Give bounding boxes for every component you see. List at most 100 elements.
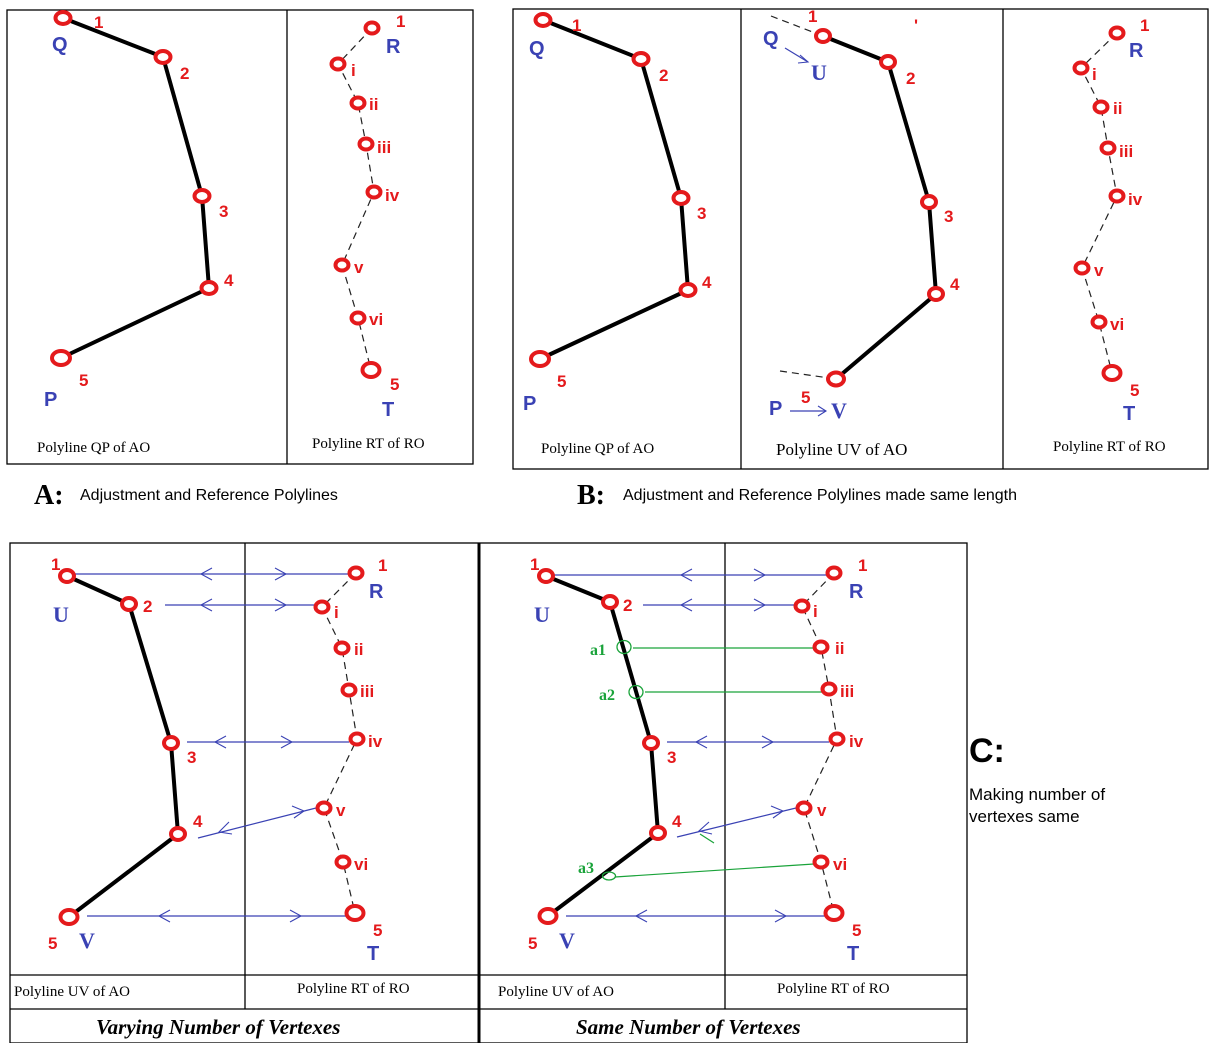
ref-label-v: v (354, 258, 364, 277)
b-label-q: Q (529, 38, 545, 60)
panel-c: 1 2 3 4 5 U V 1 i ii iii iv v vi 5 R T P… (9, 542, 1105, 1043)
c-left-link-2-arrows (199, 598, 288, 612)
ref-vertex-5 (360, 361, 382, 379)
c-left-label-u: U (53, 602, 69, 627)
b-ref-vertex-iii (1099, 140, 1117, 156)
panel-a-letter: A: (34, 480, 64, 511)
caption-b-left: Polyline QP of AO (541, 441, 654, 457)
c-left-polyline-uv (65, 574, 180, 919)
c-left-bottom-caption: Varying Number of Vertexes (96, 1015, 340, 1039)
c-right-added-label-a3: a3 (578, 860, 594, 877)
c-left-ref-label-iv: iv (368, 732, 383, 751)
c-right-ref-label-5: 5 (852, 921, 861, 940)
b-ref-label-i: i (1092, 65, 1097, 84)
c-right-ref-vertex-v (795, 800, 813, 816)
b-vertex-q3 (671, 190, 691, 206)
caption-a-left: Polyline QP of AO (37, 440, 150, 456)
label-r: R (386, 36, 401, 58)
c-left-link-3-arrows (213, 735, 294, 749)
b-mid-vertex-2 (879, 54, 897, 70)
ref-label-iii: iii (377, 138, 391, 157)
ref-label-5: 5 (390, 375, 399, 394)
b-ref-vertex-iv (1108, 188, 1126, 204)
c-right-ref-vertex-1 (825, 565, 843, 581)
b-ref-label-vi: vi (1110, 315, 1124, 334)
c-right-vertex-4 (649, 825, 667, 841)
b-arrowhead-q-u (797, 54, 810, 64)
ref-vertex-i (329, 56, 347, 72)
b-label-r: R (1129, 40, 1144, 62)
b-ref-vertex-5 (1101, 364, 1123, 382)
b-mid-stray-mark: ' (914, 16, 918, 35)
b-mid-label-v: V (831, 398, 847, 423)
b-ref-vertex-ii (1092, 99, 1110, 115)
c-left-ref-label-5: 5 (373, 921, 382, 940)
b-mid-extension-bottom (779, 370, 837, 380)
b-ref-label-v: v (1094, 261, 1104, 280)
c-left-adj-label-3: 3 (187, 748, 196, 767)
c-right-adj-label-1: 1 (530, 555, 539, 574)
c-left-ref-label-iii: iii (360, 682, 374, 701)
label-t: T (382, 399, 394, 421)
c-right-caption-left: Polyline UV of AO (498, 984, 614, 1000)
c-right-link-4-arrows (697, 805, 785, 835)
c-right-ref-label-v: v (817, 801, 827, 820)
c-left-ref-vertex-vi (334, 854, 352, 870)
caption-a-right: Polyline RT of RO (312, 436, 425, 452)
c-left-link-4-arrows (217, 805, 306, 835)
polyline-uv-b (821, 34, 938, 381)
b-vertex-q5 (529, 350, 551, 368)
c-left-adj-label-1: 1 (51, 555, 60, 574)
c-right-vertex-5 (537, 907, 559, 925)
c-left-adj-label-5: 5 (48, 934, 57, 953)
panel-b-frame (512, 8, 1209, 470)
b-mid-vertex-5 (826, 370, 846, 388)
c-right-link-5-arrows (634, 909, 788, 923)
c-left-link-1-arrows (199, 567, 288, 581)
c-right-label-t: T (847, 943, 859, 965)
c-right-ref-label-ii: ii (835, 639, 844, 658)
c-right-adj-label-2: 2 (623, 596, 632, 615)
ref-vertex-1 (363, 20, 381, 36)
c-right-label-v: V (559, 928, 575, 953)
panel-c-frame (9, 542, 968, 1043)
b-mid-label-5: 5 (801, 388, 810, 407)
c-right-added-vertex-a1 (616, 639, 632, 655)
b-vertex-q2 (631, 51, 651, 67)
c-right-added-label-a2: a2 (599, 687, 615, 704)
b-mid-extension-top (770, 15, 824, 37)
panel-c-letter: C: (969, 732, 1005, 770)
c-left-label-r: R (369, 581, 384, 603)
b-ref-vertex-vi (1090, 314, 1108, 330)
c-left-vertex-5 (58, 908, 80, 926)
panel-c-desc-line1: Making number of (969, 785, 1105, 804)
c-right-label-u: U (534, 602, 550, 627)
c-left-vertex-4 (169, 826, 187, 842)
ref-vertex-ii (349, 95, 367, 111)
adj-label-5: 5 (79, 371, 88, 390)
b-mid-vertex-1 (814, 28, 832, 44)
b-arrowhead-p-v (817, 405, 828, 417)
b-adj-label-3: 3 (697, 204, 706, 223)
b-ref-vertex-v (1073, 260, 1091, 276)
c-right-polyline-uv (544, 574, 660, 918)
ref-vertex-vi (349, 310, 367, 326)
b-mid-vertex-4 (927, 286, 945, 302)
c-left-ref-label-ii: ii (354, 640, 363, 659)
c-right-bottom-caption: Same Number of Vertexes (576, 1015, 801, 1039)
vertex-q2 (153, 49, 173, 65)
adj-label-2: 2 (180, 64, 189, 83)
b-mid-label-u: U (811, 60, 827, 85)
b-ref-vertex-i (1072, 60, 1090, 76)
ref-label-i: i (351, 61, 356, 80)
vertex-q4 (199, 280, 219, 296)
caption-b-right: Polyline RT of RO (1053, 439, 1166, 455)
c-right-label-r: R (849, 581, 864, 603)
c-left-label-v: V (79, 928, 95, 953)
c-left-adj-label-4: 4 (193, 812, 203, 831)
c-right-added-vertex-a3 (601, 871, 617, 881)
c-left-adj-label-2: 2 (143, 597, 152, 616)
vertex-q3 (192, 188, 212, 204)
c-right-ref-label-vi: vi (833, 855, 847, 874)
adj-label-3: 3 (219, 202, 228, 221)
